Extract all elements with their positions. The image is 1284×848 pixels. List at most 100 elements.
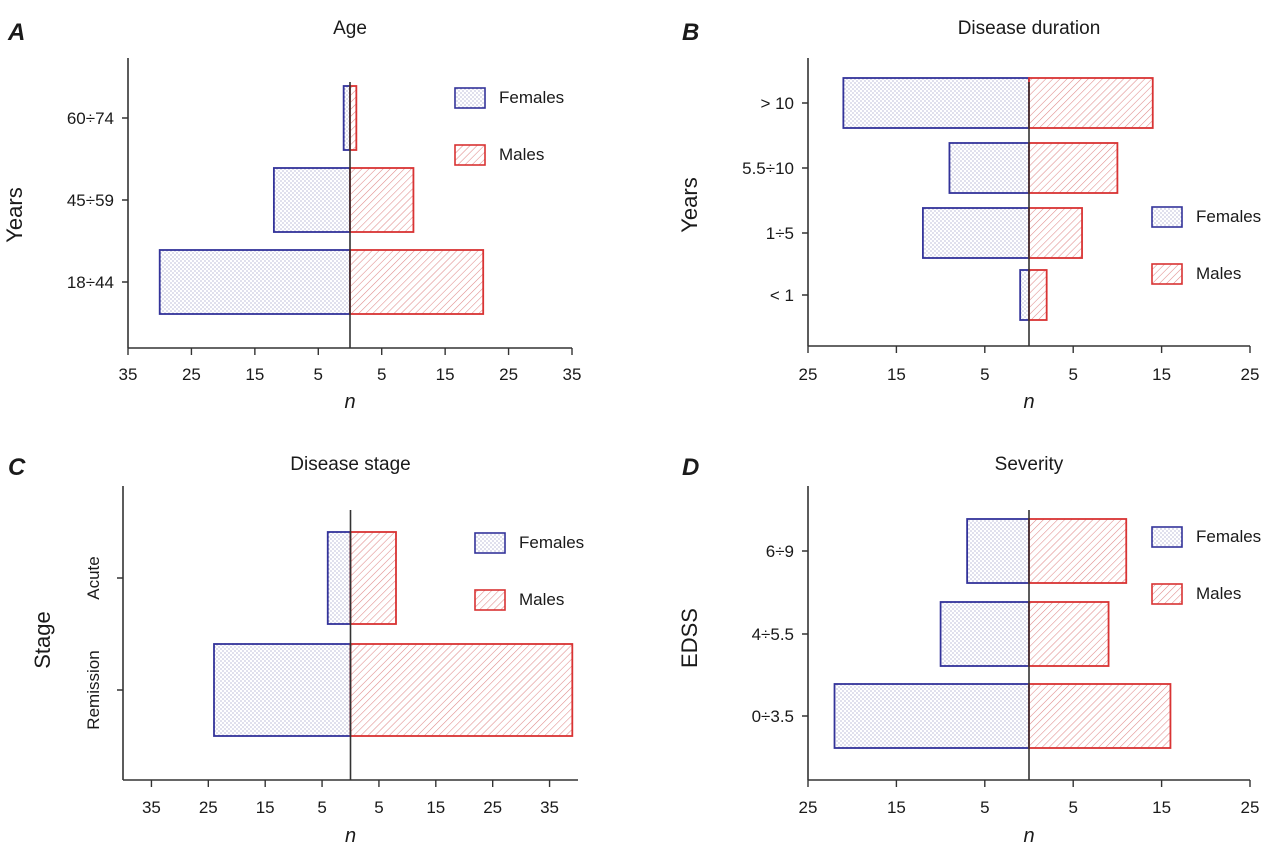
legend-label-females: Females xyxy=(1196,207,1261,226)
legend-label-females: Females xyxy=(499,88,564,107)
y-tick-label: 18÷44 xyxy=(67,273,114,292)
legend-swatch-females xyxy=(1151,526,1183,548)
bar-males xyxy=(1028,601,1110,667)
bar-females xyxy=(213,643,352,737)
x-tick-label: 25 xyxy=(799,798,818,817)
panel-letter: C xyxy=(8,454,26,481)
y-tick-label: 0÷3.5 xyxy=(752,707,794,726)
legend-label-males: Males xyxy=(499,145,544,164)
bar-males xyxy=(349,167,415,233)
bar-females xyxy=(272,167,351,233)
panel-d: D Severity EDSS n 0÷3.5 4÷5.5 6÷9 25 15 5 5 15 25 Fem… xyxy=(677,454,1261,847)
x-tick-label: 35 xyxy=(540,798,559,817)
y-axis-title: EDSS xyxy=(677,608,702,668)
legend-swatch-males xyxy=(474,589,506,611)
x-tick-label: 25 xyxy=(499,365,518,384)
chart-title: Severity xyxy=(995,454,1064,475)
x-tick-label: 25 xyxy=(1241,365,1260,384)
bar-females xyxy=(326,531,352,625)
panel-letter: B xyxy=(682,19,699,46)
y-tick-label: 6÷9 xyxy=(766,542,794,561)
bar-females xyxy=(966,518,1030,584)
bar-males xyxy=(349,85,358,151)
x-tick-label: 35 xyxy=(119,365,138,384)
x-tick-label: 25 xyxy=(799,365,818,384)
legend-swatch-males xyxy=(454,144,486,166)
x-axis-title: n xyxy=(1023,825,1034,847)
chart-title: Disease stage xyxy=(290,454,410,475)
x-tick-label: 15 xyxy=(245,365,264,384)
x-tick-label: 5 xyxy=(1068,798,1077,817)
bar-females xyxy=(939,601,1030,667)
x-tick-label: 5 xyxy=(377,365,386,384)
bar-females xyxy=(1019,269,1030,321)
x-tick-label: 5 xyxy=(980,365,989,384)
legend: Females Males xyxy=(1151,526,1261,605)
x-tick-label: 5 xyxy=(980,798,989,817)
y-tick-label: Remission xyxy=(84,650,103,729)
bar-females xyxy=(948,142,1030,194)
bar-males xyxy=(1028,269,1048,321)
x-tick-label: 5 xyxy=(317,798,326,817)
legend-swatch-females xyxy=(454,87,486,109)
legend: Females Males xyxy=(474,532,584,611)
legend-label-males: Males xyxy=(519,590,564,609)
bar-females xyxy=(833,683,1030,749)
x-tick-label: 25 xyxy=(483,798,502,817)
bar-females xyxy=(158,249,351,315)
x-tick-label: 25 xyxy=(182,365,201,384)
legend-swatch-males xyxy=(1151,263,1183,285)
x-tick-label: 15 xyxy=(887,365,906,384)
legend: Females Males xyxy=(454,87,564,166)
bar-females xyxy=(842,77,1030,129)
y-tick-label: > 10 xyxy=(760,94,794,113)
legend-swatch-females xyxy=(474,532,506,554)
panel-letter: A xyxy=(7,19,25,46)
chart-title: Age xyxy=(333,18,367,39)
y-tick-label: 4÷5.5 xyxy=(752,625,794,644)
legend-label-females: Females xyxy=(519,533,584,552)
y-tick-label: 5.5÷10 xyxy=(742,159,794,178)
bar-females xyxy=(922,207,1030,259)
x-tick-label: 35 xyxy=(142,798,161,817)
y-axis-title: Years xyxy=(2,187,27,242)
x-tick-label: 15 xyxy=(887,798,906,817)
bar-females xyxy=(342,85,351,151)
bar-males xyxy=(1028,142,1119,194)
bar-males xyxy=(1028,683,1172,749)
bar-males xyxy=(349,249,485,315)
x-tick-label: 5 xyxy=(314,365,323,384)
legend-label-males: Males xyxy=(1196,264,1241,283)
bar-males xyxy=(1028,518,1128,584)
y-axis-title: Years xyxy=(677,177,702,232)
legend-label-males: Males xyxy=(1196,584,1241,603)
x-tick-label: 5 xyxy=(1068,365,1077,384)
bar-males xyxy=(349,531,397,625)
legend-label-females: Females xyxy=(1196,527,1261,546)
panel-c: C Disease stage Stage n Remission Acute 35 25 15… xyxy=(8,454,584,847)
y-tick-label: 60÷74 xyxy=(67,109,114,128)
panel-letter: D xyxy=(682,454,699,481)
y-tick-label: Acute xyxy=(84,556,103,599)
x-tick-label: 25 xyxy=(199,798,218,817)
bar-males xyxy=(1028,77,1154,129)
panel-a: A Age Years n 18÷44 45÷59 60÷74 35 25 15 5 5 15 25 35 F… xyxy=(2,18,581,413)
x-tick-label: 15 xyxy=(1152,798,1171,817)
x-tick-label: 25 xyxy=(1241,798,1260,817)
x-tick-label: 35 xyxy=(563,365,582,384)
x-tick-label: 5 xyxy=(374,798,383,817)
x-tick-label: 15 xyxy=(1152,365,1171,384)
y-tick-label: 45÷59 xyxy=(67,191,114,210)
x-axis-title: n xyxy=(1023,391,1034,413)
x-tick-label: 15 xyxy=(256,798,275,817)
y-tick-label: < 1 xyxy=(770,286,794,305)
y-tick-label: 1÷5 xyxy=(766,224,794,243)
y-axis-title: Stage xyxy=(30,611,55,669)
bar-males xyxy=(1028,207,1083,259)
bar-males xyxy=(349,643,574,737)
x-tick-label: 15 xyxy=(426,798,445,817)
legend-swatch-females xyxy=(1151,206,1183,228)
x-axis-title: n xyxy=(345,825,356,847)
chart-title: Disease duration xyxy=(958,18,1101,39)
